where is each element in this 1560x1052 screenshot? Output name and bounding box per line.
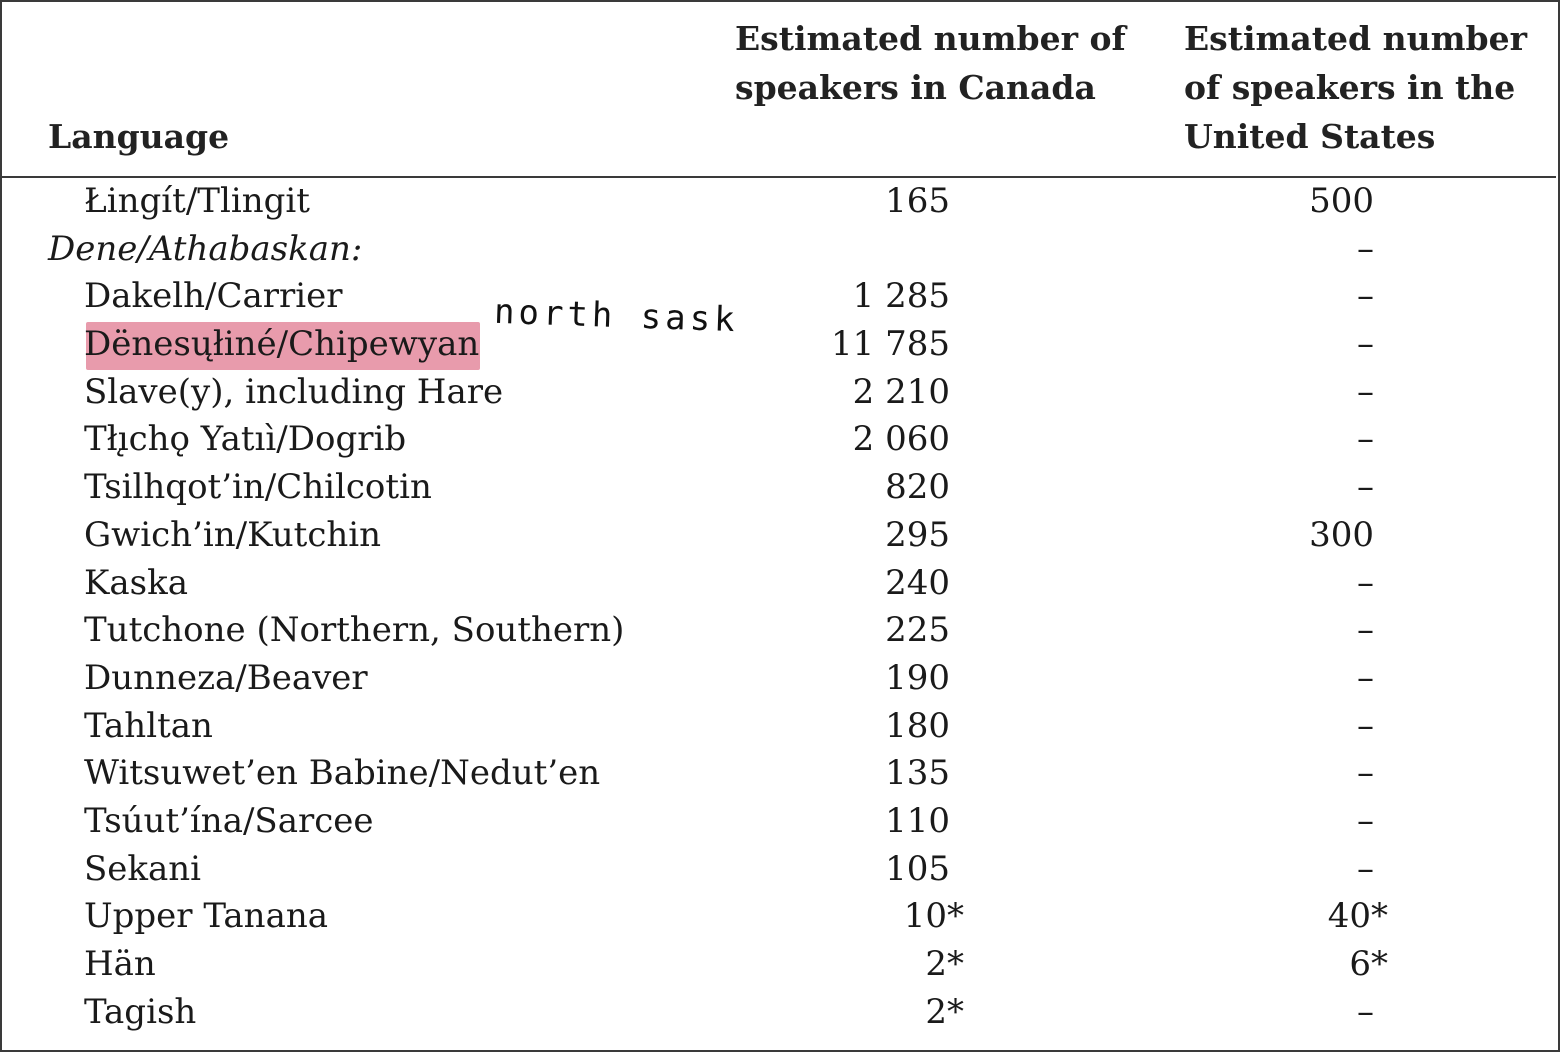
language-cell: Upper Tanana [84, 896, 329, 937]
table-row: Hän 2* 6* [0, 941, 1556, 989]
table-row: Tłı̨chǫ Yatıì/Dogrib 2 060 – [0, 416, 1556, 464]
table-row: Tsúut’ína/Sarcee 110 – [0, 798, 1556, 846]
us-count-cell: – [1357, 991, 1374, 1032]
table-body: Łingít/Tlingit 165 500 Dene/Athabaskan: – Dak… [0, 178, 1556, 1036]
us-count-cell: – [1357, 800, 1374, 841]
table-row: Sekani 105 – [0, 846, 1556, 894]
language-cell: Dunneza/Beaver [84, 657, 368, 698]
us-count-cell: 300 [1309, 514, 1374, 555]
us-count-cell: 6* [1349, 944, 1388, 984]
canada-count-cell: 165 [885, 181, 950, 221]
canada-count-cell: 295 [885, 514, 950, 555]
table-row: Tagish 2* – [0, 989, 1556, 1037]
table-row: Tutchone (Northern, Southern) 225 – [0, 607, 1556, 655]
header-canada: Estimated number of speakers in Canada [735, 19, 1126, 107]
table-row: Dënesųłiné/Chipewyan 11 785 – [0, 321, 1556, 369]
us-count-cell: – [1357, 371, 1374, 412]
language-cell: Witsuwet’en Babine/Nedut’en [84, 753, 601, 794]
us-count-cell: – [1357, 848, 1374, 889]
handwritten-annotation: north sask [493, 291, 740, 341]
us-count-cell: – [1357, 324, 1374, 365]
language-cell: Slave(y), including Hare [84, 371, 504, 412]
language-cell: Sekani [84, 848, 202, 889]
canada-count-cell: 225 [885, 610, 950, 651]
canada-count-cell: 2 210 [852, 371, 950, 412]
canada-count-cell: 11 785 [831, 324, 950, 365]
canada-count-cell: 110 [885, 800, 950, 841]
table-row: Upper Tanana 10* 40* [0, 893, 1556, 941]
language-cell: Dënesųłiné/Chipewyan [84, 324, 480, 365]
canada-count-cell: 2* [925, 991, 964, 1032]
us-count-cell: – [1357, 228, 1374, 269]
language-cell: Tahltan [84, 705, 213, 746]
table-row: Witsuwet’en Babine/Nedut’en 135 – [0, 750, 1556, 798]
language-cell: Gwich’in/Kutchin [84, 514, 382, 555]
us-count-cell: 40* [1327, 896, 1388, 937]
us-count-cell: – [1357, 753, 1374, 794]
table-row: Dunneza/Beaver 190 – [0, 655, 1556, 703]
table-row: Tsilhqot’in/Chilcotin 820 – [0, 464, 1556, 512]
header-divider [0, 176, 1556, 178]
us-count-cell: – [1357, 419, 1374, 460]
table-row: Dene/Athabaskan: – [0, 226, 1556, 274]
canada-count-cell: 1 285 [852, 276, 950, 317]
table-row: Dakelh/Carrier 1 285 – [0, 273, 1556, 321]
language-cell: Łingít/Tlingit [84, 181, 310, 221]
canada-count-cell: 2* [925, 944, 964, 984]
us-count-cell: – [1357, 657, 1374, 698]
highlighter-mark [86, 322, 480, 370]
table-row: Gwich’in/Kutchin 295 300 [0, 512, 1556, 560]
language-cell: Dene/Athabaskan: [48, 228, 363, 269]
canada-count-cell: 240 [885, 562, 950, 603]
language-cell: Tsilhqot’in/Chilcotin [84, 467, 432, 508]
language-cell: Kaska [84, 562, 188, 603]
table-row: Tahltan 180 – [0, 703, 1556, 751]
us-count-cell: – [1357, 610, 1374, 651]
us-count-cell: – [1357, 562, 1374, 603]
canada-count-cell: 135 [885, 753, 950, 794]
us-count-cell: – [1357, 467, 1374, 508]
us-count-cell: – [1357, 705, 1374, 746]
canada-count-cell: 2 060 [852, 419, 950, 460]
table-row: Kaska 240 – [0, 560, 1556, 608]
us-count-cell: – [1357, 276, 1374, 317]
header-united-states: Estimated number of speakers in the Unit… [1184, 19, 1527, 156]
table-row: Łingít/Tlingit 165 500 [0, 178, 1556, 226]
language-cell: Tłı̨chǫ Yatıì/Dogrib [84, 419, 407, 460]
header-language: Language [48, 117, 230, 156]
language-cell: Tutchone (Northern, Southern) [84, 610, 625, 651]
language-cell: Dakelh/Carrier [84, 276, 343, 317]
language-cell: Tsúut’ína/Sarcee [84, 800, 374, 841]
canada-count-cell: 10* [903, 896, 964, 937]
table-row: Slave(y), including Hare 2 210 – [0, 369, 1556, 417]
language-cell: Hän [84, 944, 156, 984]
us-count-cell: 500 [1309, 181, 1374, 221]
canada-count-cell: 820 [885, 467, 950, 508]
language-cell: Tagish [84, 991, 197, 1032]
canada-count-cell: 105 [885, 848, 950, 889]
canada-count-cell: 180 [885, 705, 950, 746]
canada-count-cell: 190 [885, 657, 950, 698]
